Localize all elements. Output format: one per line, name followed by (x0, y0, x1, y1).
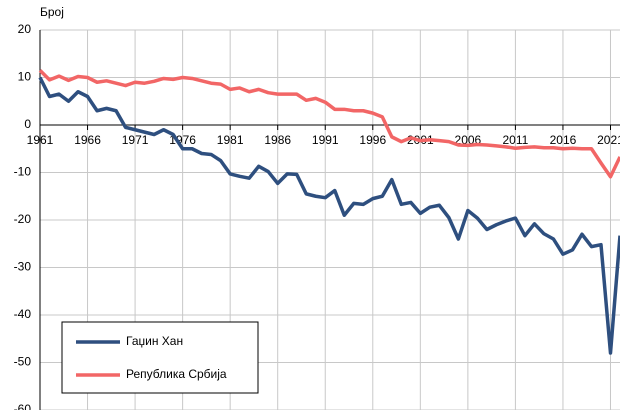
legend-box (61, 321, 259, 394)
y-tick-label: -30 (14, 260, 32, 274)
series-line (38, 76, 620, 355)
y-tick-label: -10 (14, 165, 32, 179)
y-tick-label: -60 (14, 402, 32, 410)
y-tick-label: 20 (18, 22, 32, 36)
y-tick-label: -50 (14, 355, 32, 369)
x-tick-label: 1996 (359, 133, 386, 147)
x-tick-label: 2021 (597, 133, 620, 147)
x-tick-label: 1971 (122, 133, 149, 147)
x-tick-label: 1981 (217, 133, 244, 147)
legend-label: Гаџин Хан (126, 334, 183, 348)
y-tick-label: -20 (14, 212, 32, 226)
x-tick-label: 1991 (312, 133, 339, 147)
y-tick-label: 10 (18, 70, 32, 84)
x-tick-label: 1966 (74, 133, 101, 147)
x-tick-label: 2011 (503, 133, 529, 147)
legend-label: Република Србија (126, 367, 227, 381)
y-tick-label: -40 (14, 307, 32, 321)
x-tick-label: 1986 (264, 133, 291, 147)
legend: Гаџин Хан Република Србија (61, 321, 259, 394)
y-tick-label: 0 (24, 117, 31, 131)
y-axis-label: Број (40, 5, 64, 19)
x-tick-label: 2016 (550, 133, 577, 147)
series-line (38, 69, 620, 179)
